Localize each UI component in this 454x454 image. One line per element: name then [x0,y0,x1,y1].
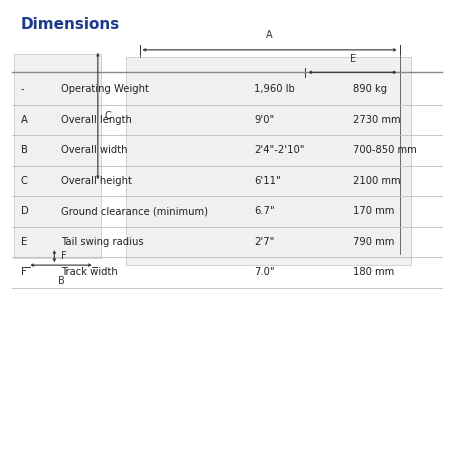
Text: D: D [21,206,29,216]
Text: A: A [266,30,273,40]
Text: 790 mm: 790 mm [353,237,394,247]
Text: C: C [104,111,111,121]
Text: Overall width: Overall width [61,145,128,155]
Text: 170 mm: 170 mm [353,206,394,216]
Text: Overall length: Overall length [61,115,132,125]
Text: 6'11": 6'11" [254,176,281,186]
Text: -: - [21,84,25,94]
Text: B: B [58,276,64,286]
Text: 180 mm: 180 mm [353,267,394,277]
Text: A: A [21,115,28,125]
Bar [126,57,411,265]
Text: 2'4"-2'10": 2'4"-2'10" [254,145,304,155]
Text: Track width: Track width [61,267,118,277]
Text: Ground clearance (minimum): Ground clearance (minimum) [61,206,208,216]
Text: 1,960 lb: 1,960 lb [254,84,295,94]
Text: F: F [21,267,26,277]
Text: 6.7": 6.7" [254,206,275,216]
Text: 2100 mm: 2100 mm [353,176,400,186]
Text: Dimensions: Dimensions [21,17,120,32]
Text: B: B [21,145,28,155]
Text: Tail swing radius: Tail swing radius [61,237,144,247]
Text: F: F [61,251,67,261]
Text: 7.0": 7.0" [254,267,275,277]
Text: 2730 mm: 2730 mm [353,115,400,125]
Text: E: E [21,237,27,247]
Text: Overall height: Overall height [61,176,132,186]
Bar [14,54,101,258]
Text: 890 kg: 890 kg [353,84,387,94]
Text: Operating Weight: Operating Weight [61,84,149,94]
Text: E: E [350,54,355,64]
Text: 9'0": 9'0" [254,115,274,125]
Text: 2'7": 2'7" [254,237,274,247]
Text: C: C [21,176,28,186]
Text: 700-850 mm: 700-850 mm [353,145,416,155]
